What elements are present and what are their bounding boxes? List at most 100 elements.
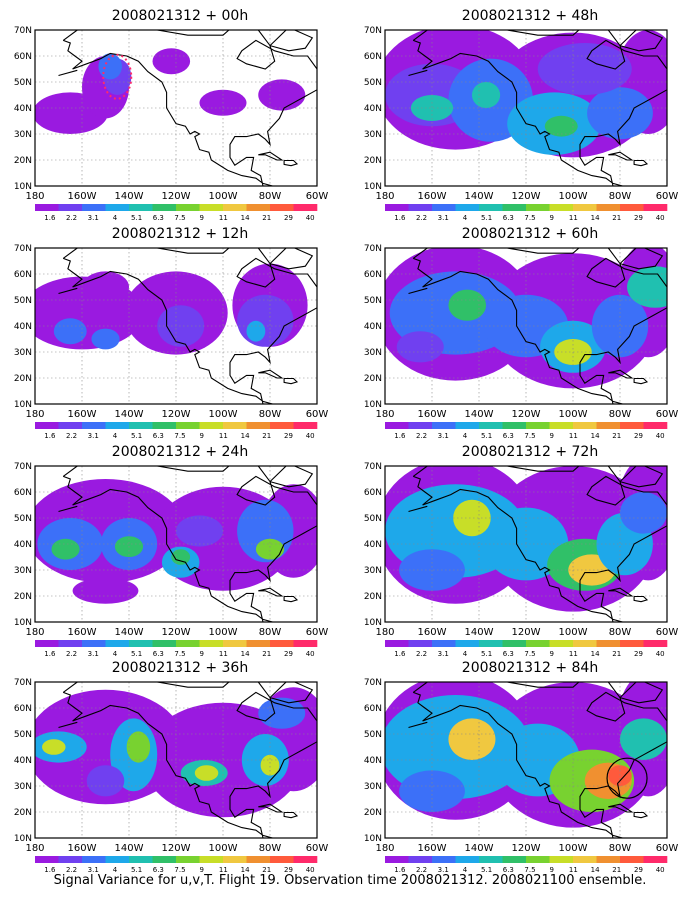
panel-title: 2008021312 + 12h [111, 226, 249, 242]
colorbar-tick-label: 9 [549, 432, 553, 440]
panel-title: 2008021312 + 72h [461, 444, 599, 460]
lon-tick-label: 100W [559, 409, 588, 420]
figure-caption: Signal Variance for u,v,T. Flight 19. Ob… [53, 873, 647, 888]
colorbar-tick-label: 5.1 [481, 866, 492, 874]
colorbar-tick-label: 4 [463, 214, 468, 222]
colorbar-tick-label: 9 [199, 432, 203, 440]
colorbar-swatch [129, 856, 153, 863]
colorbar-tick-label: 7.5 [524, 432, 535, 440]
colorbar-swatch [385, 640, 409, 647]
colorbar-tick-label: 11 [219, 432, 228, 440]
colorbar-tick-label: 3.1 [438, 214, 449, 222]
colorbar-tick-label: 1.6 [44, 432, 56, 440]
lat-tick-label: 20N [364, 808, 382, 818]
colorbar-swatch [293, 204, 318, 211]
colorbar-swatch [549, 422, 574, 429]
lat-tick-label: 60N [14, 52, 32, 62]
lat-tick-label: 40N [14, 756, 32, 766]
colorbar-swatch [479, 422, 503, 429]
colorbar-swatch [176, 640, 200, 647]
lon-tick-label: 180 [25, 843, 44, 854]
map-gridlines [385, 466, 667, 622]
colorbar-swatch [502, 640, 527, 647]
colorbar-swatch [620, 422, 644, 429]
colorbar-swatch [246, 856, 271, 863]
map-panel-24h: 2008021312 + 24h 70N 60N 50N 40N 30N 20N 10N 180… [10, 444, 350, 662]
panel-title: 2008021312 + 24h [111, 444, 249, 460]
colorbar-swatch [526, 422, 550, 429]
lat-tick-label: 70N [14, 244, 32, 254]
colorbar-swatch [152, 640, 177, 647]
colorbar-swatch [176, 856, 200, 863]
variance-contour [42, 739, 66, 755]
colorbar-swatch [293, 422, 318, 429]
colorbar: 1.6 2.2 3.1 4 5.1 6.3 7.5 9 11 14 21 29 40 [385, 204, 668, 222]
lat-tick-label: 70N [364, 26, 382, 36]
colorbar-swatch [455, 856, 480, 863]
colorbar-swatch [82, 204, 106, 211]
lat-tick-label: 20N [364, 156, 382, 166]
variance-contour [152, 48, 191, 75]
colorbar-swatch [223, 856, 247, 863]
lon-tick-label: 120W [512, 191, 541, 202]
variance-contour [91, 328, 120, 350]
colorbar-tick-label: 29 [634, 650, 643, 658]
lon-tick-label: 80W [609, 843, 632, 854]
colorbar-tick-label: 29 [634, 866, 643, 874]
variance-field [35, 263, 308, 355]
colorbar-tick-label: 1.6 [44, 866, 56, 874]
colorbar-swatch [526, 640, 550, 647]
lat-tick-label: 40N [14, 540, 32, 550]
colorbar-tick-label: 1.6 [394, 432, 406, 440]
colorbar-swatch [35, 422, 59, 429]
flight-track-marker [102, 53, 133, 100]
variance-contour [410, 95, 454, 121]
lat-tick-label: 10N [364, 834, 382, 844]
variance-contour [544, 115, 578, 137]
panel-title: 2008021312 + 36h [111, 660, 249, 676]
lon-tick-label: 100W [209, 843, 238, 854]
colorbar-tick-label: 3.1 [438, 650, 449, 658]
panel-title: 2008021312 + 60h [461, 226, 599, 242]
lon-tick-label: 160W [418, 627, 447, 638]
panel-title: 2008021312 + 84h [461, 660, 599, 676]
lon-tick-label: 140W [115, 843, 144, 854]
colorbar-tick-label: 6.3 [503, 866, 514, 874]
colorbar-tick-label: 7.5 [174, 214, 185, 222]
lat-tick-label: 20N [14, 374, 32, 384]
colorbar-swatch [620, 640, 644, 647]
lat-tick-label: 20N [14, 808, 32, 818]
lon-tick-label: 120W [512, 843, 541, 854]
lat-tick-label: 30N [14, 130, 32, 140]
lat-tick-label: 20N [14, 156, 32, 166]
colorbar-tick-label: 14 [591, 214, 600, 222]
variance-contour [448, 289, 487, 321]
colorbar-tick-label: 21 [262, 214, 271, 222]
colorbar: 1.6 2.2 3.1 4 5.1 6.3 7.5 9 11 14 21 29 40 [385, 640, 668, 658]
variance-field [35, 48, 306, 134]
colorbar-swatch [58, 422, 83, 429]
variance-contour [627, 266, 667, 308]
colorbar-tick-label: 29 [284, 214, 293, 222]
variance-contour [471, 82, 501, 108]
colorbar-swatch [152, 856, 177, 863]
colorbar-tick-label: 11 [569, 866, 578, 874]
colorbar-swatch [105, 422, 130, 429]
colorbar-swatch [105, 204, 130, 211]
lon-tick-label: 100W [209, 627, 238, 638]
colorbar-swatch [35, 640, 59, 647]
lat-tick-label: 10N [364, 400, 382, 410]
colorbar-swatch [223, 640, 247, 647]
lon-tick-label: 180 [25, 191, 44, 202]
variance-contour [448, 718, 496, 760]
lat-tick-label: 50N [14, 78, 32, 88]
lat-tick-label: 60N [14, 704, 32, 714]
colorbar-swatch [82, 640, 106, 647]
colorbar-tick-label: 3.1 [438, 432, 449, 440]
colorbar-swatch [549, 640, 574, 647]
colorbar-tick-label: 5.1 [481, 214, 492, 222]
colorbar-swatch [58, 856, 83, 863]
colorbar-swatch [408, 640, 433, 647]
colorbar-tick-label: 29 [284, 866, 293, 874]
